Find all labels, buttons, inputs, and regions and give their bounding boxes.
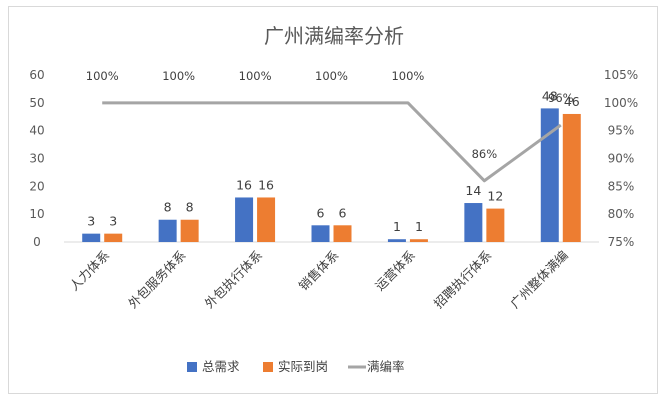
category-tick-label: 运营体系 [372,248,418,294]
line-data-label: 100% [391,69,424,83]
y-right-tick-label: 100% [604,96,638,110]
legend: 总需求 实际到岗 满编率 [187,359,405,374]
category-tick-label: 销售体系 [296,248,342,294]
bar-demand [158,219,177,242]
bar-actual [180,219,199,242]
y-left-tick-label: 60 [29,68,44,82]
bar-actual [333,225,352,242]
line-data-label: 100% [86,69,119,83]
bar-data-label: 6 [317,205,325,220]
line-fill-rate [102,101,562,183]
category-tick-label: 外包服务体系 [125,248,189,312]
category-tick-label: 人力体系 [66,248,112,294]
bar-demand [387,239,406,242]
category-tick-label: 广州整体满编 [507,248,571,312]
line-data-label: 100% [315,69,348,83]
bar-data-label: 16 [258,177,274,192]
legend-swatch [263,362,273,372]
bar-data-label: 8 [186,200,194,215]
line-data-label: 100% [162,69,195,83]
bar-data-label: 1 [415,219,423,234]
bar-demand [82,233,101,242]
legend-item-label: 满编率 [367,359,405,374]
legend-item-label: 实际到岗 [278,359,328,374]
bar-data-label: 46 [564,94,580,109]
y-right-tick-label: 95% [608,124,635,138]
bar-data-label: 3 [87,214,95,229]
bar-actual [257,197,276,242]
y-right-tick-label: 75% [608,235,635,249]
bar-actual [104,233,123,242]
y-left-tick-label: 20 [29,179,44,193]
y-right-tick-label: 85% [608,179,635,193]
bar-actual [562,113,581,242]
category-tick-label: 招聘执行体系 [431,248,495,312]
bar-demand [540,108,559,243]
bar-data-label: 6 [339,205,347,220]
chart-title: 广州满编率分析 [264,24,404,48]
legend-swatch [187,362,197,372]
bar-data-label: 1 [393,219,401,234]
y-right-tick-label: 80% [608,207,635,221]
line-data-label: 96% [548,91,574,105]
line-data-label: 100% [239,69,272,83]
bar-actual [409,239,428,242]
bar-data-label: 8 [164,200,172,215]
bar-data-label: 12 [487,189,503,204]
bar-demand [464,203,483,242]
bar-demand [235,197,254,242]
legend-item-label: 总需求 [202,359,240,374]
bar-data-label: 3 [109,214,117,229]
bar-data-label: 16 [236,177,252,192]
bar-data-label: 14 [465,183,481,198]
bar-demand [311,225,330,242]
bar-actual [486,208,505,242]
y-left-tick-label: 40 [29,124,44,138]
y-left-tick-label: 10 [29,207,44,221]
line-data-label: 86% [472,147,498,161]
bar-data-label: 48 [542,88,558,103]
category-tick-label: 外包执行体系 [202,248,266,312]
plot-area: 0 10 20 30 40 50 60 75% 80% 85% 90% 95% 100% 105% 3 3 人力… [29,68,638,311]
y-right-tick-label: 105% [604,68,638,82]
chart-frame: 广州满编率分析 0 10 20 30 40 50 60 75% 80% 85% 90% 95% 100%… [8,6,658,394]
y-left-tick-label: 30 [29,152,44,166]
y-left-tick-label: 50 [29,96,44,110]
y-left-tick-label: 0 [33,235,41,249]
y-right-tick-label: 90% [608,152,635,166]
chart-svg: 广州满编率分析 0 10 20 30 40 50 60 75% 80% 85% 90% 95% 100%… [29,24,638,374]
